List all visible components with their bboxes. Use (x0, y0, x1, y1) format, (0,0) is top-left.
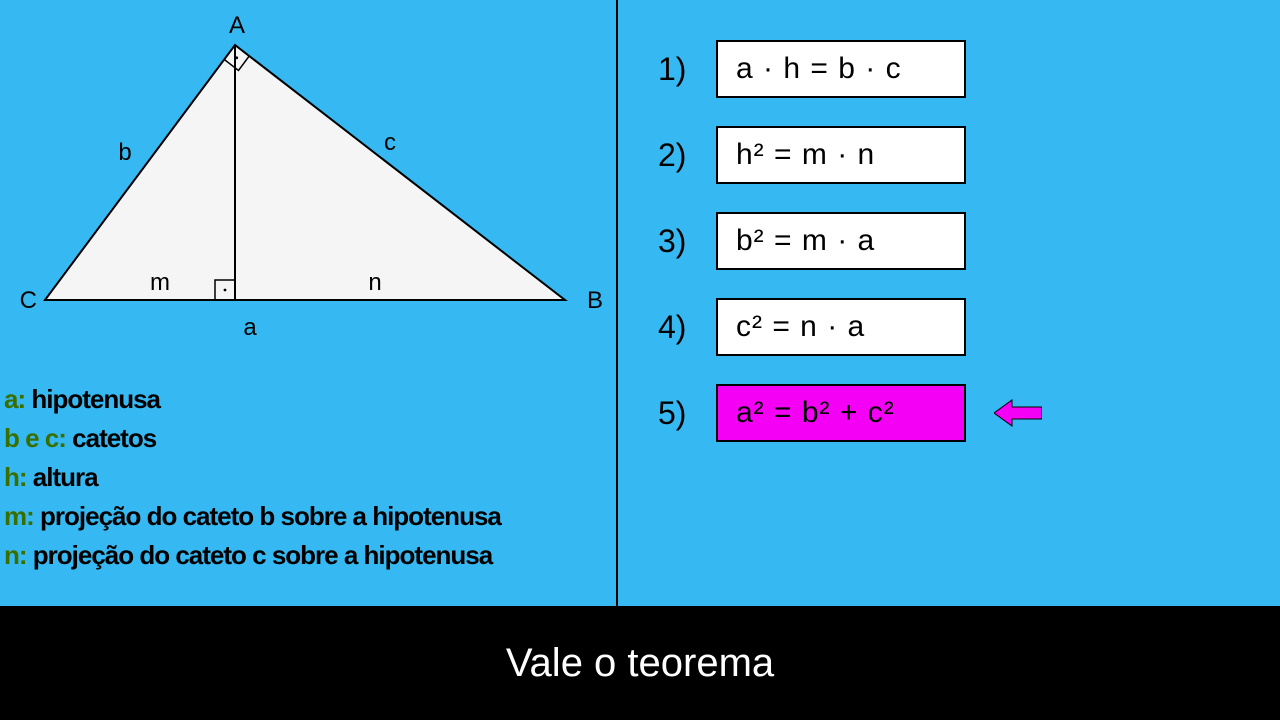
legend-row: b e c: catetos (4, 419, 501, 458)
formula-number: 5) (658, 395, 716, 432)
caption-bar: Vale o teorema (0, 606, 1280, 720)
legend-term: a: (4, 384, 25, 414)
svg-text:m: m (150, 269, 170, 296)
legend: a: hipotenusab e c: catetosh: alturam: p… (4, 380, 501, 575)
legend-term: h: (4, 462, 27, 492)
formula-row: 4)c² = n · a (658, 298, 1280, 356)
formula-number: 4) (658, 309, 716, 346)
formula-box: b² = m · a (716, 212, 966, 270)
formula-number: 1) (658, 51, 716, 88)
svg-text:A: A (229, 12, 245, 39)
left-panel: ABCbcmna a: hipotenusab e c: catetosh: a… (0, 0, 616, 606)
svg-text:c: c (384, 129, 396, 156)
content-area: ABCbcmna a: hipotenusab e c: catetosh: a… (0, 0, 1280, 606)
formula-box: a · h = b · c (716, 40, 966, 98)
legend-def: hipotenusa (25, 384, 160, 414)
formula-box: c² = n · a (716, 298, 966, 356)
legend-term: b e c: (4, 423, 66, 453)
legend-term: n: (4, 540, 27, 570)
legend-def: projeção do cateto c sobre a hipotenusa (27, 540, 493, 570)
formula-number: 3) (658, 223, 716, 260)
arrow-left-icon (994, 398, 1042, 428)
formula-row: 2)h² = m · n (658, 126, 1280, 184)
legend-term: m: (4, 501, 34, 531)
svg-text:C: C (20, 287, 37, 314)
legend-def: catetos (66, 423, 156, 453)
legend-def: projeção do cateto b sobre a hipotenusa (34, 501, 501, 531)
legend-row: a: hipotenusa (4, 380, 501, 419)
svg-text:b: b (118, 139, 131, 166)
legend-row: m: projeção do cateto b sobre a hipotenu… (4, 497, 501, 536)
formula-number: 2) (658, 137, 716, 174)
legend-def: altura (27, 462, 98, 492)
legend-row: h: altura (4, 458, 501, 497)
triangle-diagram: A B Cb c m n a (10, 10, 606, 355)
legend-row: n: projeção do cateto c sobre a hipotenu… (4, 536, 501, 575)
svg-text:B: B (587, 287, 603, 314)
formula-row: 1)a · h = b · c (658, 40, 1280, 98)
formula-box: h² = m · n (716, 126, 966, 184)
right-panel: 1)a · h = b · c 2)h² = m · n 3)b² = m · a 4… (618, 0, 1280, 606)
svg-text:a: a (243, 314, 257, 341)
formula-box: a² = b² + c² (716, 384, 966, 442)
svg-text:n: n (368, 269, 381, 296)
formula-row: 3)b² = m · a (658, 212, 1280, 270)
formula-row: 5)a² = b² + c² (658, 384, 1280, 442)
caption-text: Vale o teorema (506, 641, 774, 686)
